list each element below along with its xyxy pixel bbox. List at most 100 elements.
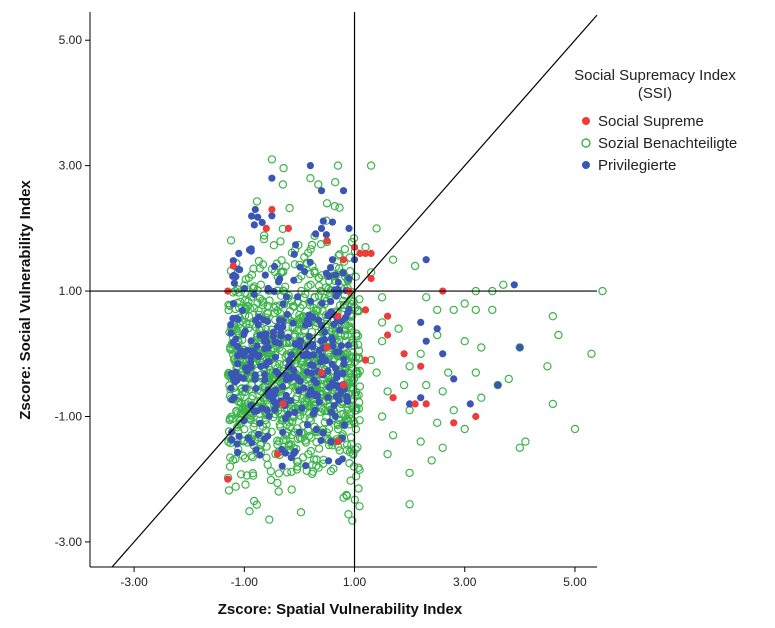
- point-sozial-benachteiligte: [460, 299, 469, 308]
- point-sozial-benachteiligte: [262, 442, 271, 451]
- point-sozial-benachteiligte: [348, 449, 357, 458]
- point-privilegierte: [258, 218, 266, 227]
- point-privilegierte: [279, 323, 287, 331]
- point-privilegierte: [240, 417, 248, 425]
- point-privilegierte: [330, 402, 338, 410]
- point-privilegierte: [345, 274, 353, 283]
- point-sozial-benachteiligte: [493, 380, 502, 390]
- point-privilegierte: [269, 332, 277, 340]
- point-privilegierte: [256, 419, 264, 427]
- point-social-supreme: [224, 475, 232, 483]
- point-sozial-benachteiligte: [354, 484, 363, 493]
- point-sozial-benachteiligte: [433, 305, 442, 315]
- point-privilegierte: [340, 360, 348, 368]
- point-privilegierte: [317, 187, 326, 195]
- point-sozial-benachteiligte: [292, 457, 302, 466]
- x-tick-label: 5.00: [563, 575, 587, 589]
- point-sozial-benachteiligte: [335, 250, 344, 259]
- point-privilegierte: [303, 421, 312, 429]
- point-privilegierte: [235, 432, 243, 440]
- point-sozial-benachteiligte: [249, 422, 258, 432]
- point-sozial-benachteiligte: [249, 264, 258, 273]
- point-privilegierte: [234, 315, 242, 323]
- point-privilegierte: [278, 445, 286, 453]
- point-sozial-benachteiligte: [471, 305, 480, 315]
- point-privilegierte: [254, 213, 262, 221]
- point-sozial-benachteiligte: [259, 231, 269, 240]
- point-sozial-benachteiligte: [300, 396, 309, 406]
- point-sozial-benachteiligte: [242, 319, 251, 329]
- point-social-supreme: [361, 356, 370, 364]
- point-sozial-benachteiligte: [438, 443, 447, 452]
- point-privilegierte: [309, 351, 318, 359]
- point-social-supreme: [472, 412, 480, 421]
- point-privilegierte: [233, 342, 242, 350]
- point-privilegierte: [264, 344, 272, 352]
- point-social-supreme: [361, 249, 370, 257]
- point-sozial-benachteiligte: [351, 272, 360, 281]
- point-sozial-benachteiligte: [326, 466, 336, 476]
- point-sozial-benachteiligte: [372, 368, 381, 377]
- point-sozial-benachteiligte: [310, 293, 320, 302]
- point-privilegierte: [227, 321, 235, 329]
- point-privilegierte: [337, 317, 345, 325]
- point-sozial-benachteiligte: [226, 236, 236, 245]
- point-sozial-benachteiligte: [274, 487, 283, 496]
- point-sozial-benachteiligte: [322, 199, 332, 208]
- point-privilegierte: [287, 397, 295, 405]
- point-privilegierte: [247, 337, 255, 345]
- point-sozial-benachteiligte: [263, 301, 272, 310]
- point-privilegierte: [252, 446, 260, 454]
- y-axis-title: Zscore: Social Vulnerability Index: [17, 180, 34, 420]
- x-tick-label: -1.00: [231, 575, 259, 589]
- points-layer: [223, 155, 607, 525]
- point-privilegierte: [321, 328, 329, 336]
- legend-label: Social Supreme: [598, 113, 704, 130]
- point-sozial-benachteiligte: [314, 291, 324, 301]
- point-sozial-benachteiligte: [394, 324, 403, 333]
- point-privilegierte: [270, 398, 278, 406]
- point-sozial-benachteiligte: [438, 387, 447, 396]
- point-sozial-benachteiligte: [416, 349, 425, 358]
- point-privilegierte: [337, 342, 345, 350]
- point-sozial-benachteiligte: [333, 424, 343, 434]
- point-privilegierte: [240, 330, 248, 338]
- point-sozial-benachteiligte: [388, 431, 398, 440]
- point-privilegierte: [300, 384, 308, 392]
- point-sozial-benachteiligte: [245, 507, 254, 516]
- point-sozial-benachteiligte: [274, 469, 284, 478]
- point-privilegierte: [466, 400, 474, 408]
- point-privilegierte: [236, 266, 244, 274]
- point-sozial-benachteiligte: [499, 280, 508, 289]
- point-sozial-benachteiligte: [548, 399, 558, 409]
- point-sozial-benachteiligte: [253, 298, 262, 307]
- point-privilegierte: [306, 258, 314, 266]
- point-sozial-benachteiligte: [265, 515, 274, 524]
- point-social-supreme: [273, 450, 281, 458]
- point-sozial-benachteiligte: [306, 173, 315, 183]
- point-privilegierte: [307, 386, 315, 394]
- point-sozial-benachteiligte: [290, 330, 300, 339]
- point-privilegierte: [283, 310, 291, 318]
- point-privilegierte: [227, 384, 235, 392]
- point-sozial-benachteiligte: [231, 482, 240, 491]
- point-privilegierte: [319, 217, 327, 225]
- point-privilegierte: [250, 347, 258, 355]
- point-sozial-benachteiligte: [342, 490, 351, 500]
- legend-label: Sozial Benachteiligte: [598, 135, 737, 152]
- legend-marker: [581, 138, 591, 148]
- point-privilegierte: [417, 318, 425, 326]
- point-sozial-benachteiligte: [377, 293, 387, 302]
- point-sozial-benachteiligte: [258, 260, 268, 269]
- point-sozial-benachteiligte: [355, 416, 364, 425]
- point-privilegierte: [331, 286, 339, 294]
- point-privilegierte: [229, 272, 237, 280]
- point-sozial-benachteiligte: [247, 451, 256, 460]
- point-privilegierte: [334, 278, 342, 286]
- point-sozial-benachteiligte: [348, 516, 357, 525]
- point-sozial-benachteiligte: [234, 421, 243, 430]
- point-sozial-benachteiligte: [224, 486, 234, 495]
- point-sozial-benachteiligte: [228, 414, 237, 424]
- point-sozial-benachteiligte: [269, 240, 279, 250]
- y-tick-label: -3.00: [55, 535, 83, 549]
